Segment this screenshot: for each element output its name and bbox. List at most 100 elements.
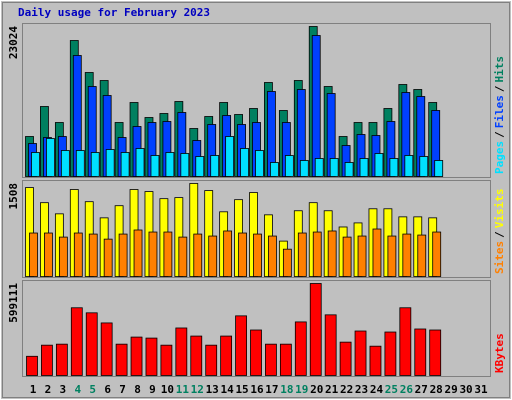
bar — [105, 149, 115, 177]
bar — [120, 152, 130, 177]
bar — [29, 232, 38, 277]
x-tick-label: 22 — [340, 383, 353, 396]
bar — [165, 152, 175, 177]
x-tick-label: 28 — [430, 383, 443, 396]
bar — [294, 321, 307, 376]
bar — [225, 136, 235, 177]
bar — [46, 138, 55, 177]
bar — [434, 160, 444, 177]
bar — [205, 344, 218, 376]
x-tick-label: 16 — [250, 383, 264, 396]
x-tick-label: 24 — [370, 383, 384, 396]
chart-title: Daily usage for February 2023 — [18, 6, 210, 19]
x-tick-label: 3 — [60, 383, 67, 396]
bar — [309, 283, 322, 376]
bar — [193, 233, 203, 277]
bar — [284, 155, 294, 177]
bar — [429, 329, 442, 376]
bar — [404, 155, 414, 177]
bar — [354, 330, 367, 376]
bar — [44, 232, 53, 277]
x-tick-label: 20 — [310, 383, 323, 396]
bar — [195, 156, 205, 177]
bar — [148, 231, 158, 277]
x-tick-label: 6 — [104, 383, 111, 396]
legend-separator: / — [493, 231, 506, 238]
bar — [329, 158, 339, 177]
bar — [238, 232, 247, 277]
bar — [299, 160, 309, 177]
bar — [327, 230, 337, 277]
x-tick-label: 1 — [30, 383, 37, 396]
y-tick-label: 1508 — [7, 183, 20, 210]
x-tick-label: 11 — [176, 383, 190, 396]
bar — [73, 232, 83, 277]
bar — [250, 329, 262, 376]
bar — [339, 341, 352, 376]
bar — [314, 158, 324, 177]
bar — [402, 233, 412, 277]
bar — [210, 155, 220, 177]
bar — [178, 236, 188, 277]
bar — [384, 331, 397, 376]
legend-separator: / — [493, 131, 506, 138]
bar — [115, 343, 128, 376]
bar — [90, 152, 100, 177]
bar — [55, 343, 68, 376]
x-tick-label: 2 — [45, 383, 52, 396]
bar — [180, 153, 190, 177]
bar — [70, 307, 83, 376]
x-tick-label: 15 — [235, 383, 248, 396]
bar — [135, 148, 145, 177]
x-tick-label: 4 — [74, 383, 81, 396]
legend-entry: Pages — [493, 141, 506, 174]
bar — [282, 248, 292, 277]
legend-entry: KBytes — [493, 333, 506, 373]
bar — [220, 335, 233, 376]
bar — [344, 162, 354, 177]
bar — [160, 344, 173, 376]
bar — [342, 236, 352, 277]
bar — [324, 314, 337, 376]
bar — [163, 231, 173, 277]
legend-separator: / — [493, 85, 506, 92]
bar — [372, 228, 382, 277]
legend: Sites / Visits — [493, 189, 506, 275]
bar — [223, 230, 233, 277]
bar — [265, 343, 277, 376]
bar — [374, 153, 384, 177]
bar — [150, 155, 160, 177]
bar — [389, 158, 399, 177]
bar — [270, 162, 279, 177]
legend-entry: Visits — [493, 189, 506, 229]
x-tick-label: 13 — [206, 383, 219, 396]
bar — [85, 312, 98, 376]
bar — [359, 158, 369, 177]
x-tick-label: 19 — [295, 383, 308, 396]
legend-entry: Sites — [493, 241, 506, 274]
bar — [133, 229, 143, 277]
x-tick-label: 14 — [221, 383, 235, 396]
y-tick-label: 599111 — [7, 283, 20, 323]
x-tick-label: 12 — [191, 383, 204, 396]
x-tick-label: 17 — [265, 383, 278, 396]
bar — [279, 343, 292, 376]
bar — [432, 231, 442, 277]
bar — [190, 335, 203, 376]
bar — [240, 148, 249, 177]
x-tick-label: 8 — [134, 383, 141, 396]
bar — [419, 156, 429, 177]
bar — [369, 345, 382, 376]
x-tick-label: 30 — [459, 383, 472, 396]
bar — [357, 235, 367, 277]
legend-entry: Hits — [493, 56, 506, 83]
bar — [75, 150, 85, 177]
x-tick-label: 18 — [280, 383, 293, 396]
bar — [387, 235, 397, 277]
x-tick-label: 23 — [355, 383, 368, 396]
y-tick-label: 23024 — [7, 26, 20, 59]
x-tick-label: 25 — [385, 383, 398, 396]
x-tick-label: 26 — [400, 383, 414, 396]
